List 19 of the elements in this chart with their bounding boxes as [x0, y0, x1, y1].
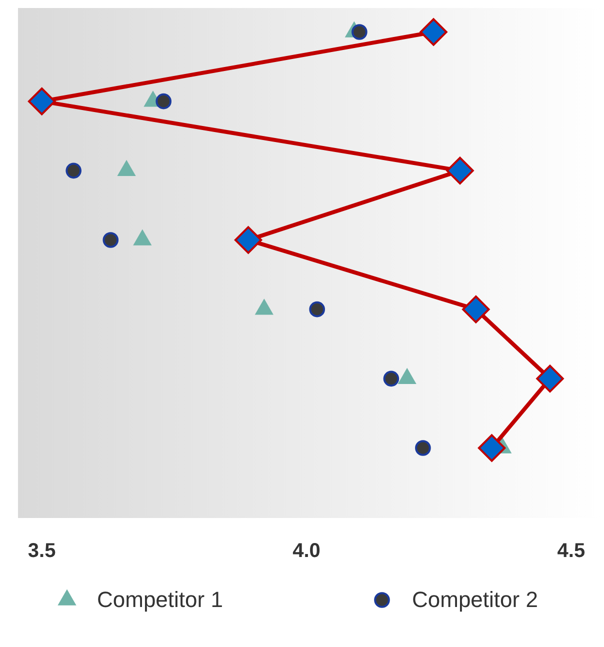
x-tick-label: 3.5	[28, 540, 56, 562]
point	[352, 24, 368, 40]
point	[420, 18, 448, 46]
point	[309, 301, 325, 318]
point	[462, 295, 490, 324]
point	[66, 162, 82, 179]
point	[446, 156, 474, 185]
legend-label: Competitor 2	[412, 587, 538, 612]
point	[536, 364, 564, 393]
x-tick-label: 4.5	[557, 540, 586, 562]
point	[28, 87, 56, 116]
point	[383, 370, 400, 387]
point	[234, 226, 262, 254]
point	[102, 232, 119, 248]
x-tick-label: 4.0	[292, 540, 320, 562]
point	[415, 440, 431, 456]
point	[156, 93, 172, 110]
legend-label: Competitor 1	[97, 587, 223, 612]
point	[478, 434, 506, 462]
